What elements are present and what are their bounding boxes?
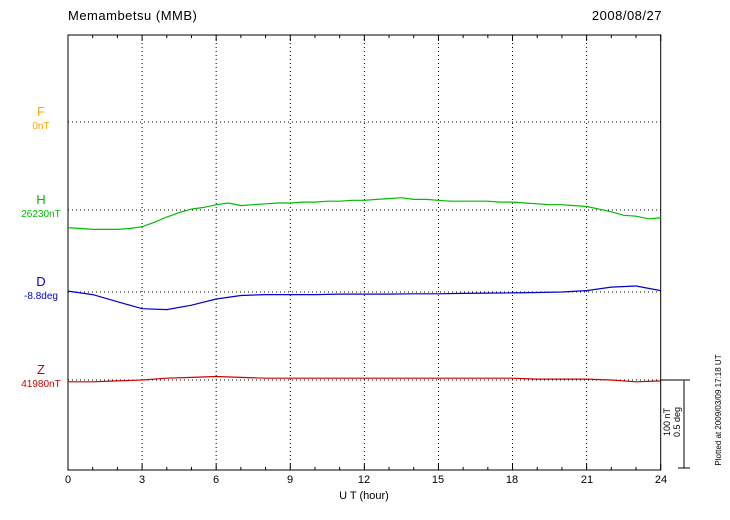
trace-d [67,285,661,311]
x-tick-label: 0 [64,474,72,486]
trace-z [68,375,661,383]
series-label-h: H 26230nT [10,192,72,222]
x-tick-label: 18 [505,474,519,486]
date-label: 2008/08/27 [591,8,662,23]
series-letter-f: F [37,104,45,119]
scalebar-label-nt: 100 nT [662,407,672,437]
series-baseline-z: 41980nT [21,379,61,390]
x-axis-title: U T (hour) [339,490,389,502]
x-tick-label: 24 [654,474,668,486]
plotted-at-label: Plotted at 2009/03/09 17:18 UT [714,354,723,466]
series-label-z: Z 41980nT [10,362,72,392]
series-label-f: F 0nT [10,104,72,134]
scalebar-label-deg: 0.5 deg [672,406,682,438]
series-baseline-h: 26230nT [21,209,61,220]
x-tick-label: 9 [286,474,294,486]
series-baseline-d: -8.8deg [24,291,58,302]
x-tick-label: 21 [580,474,594,486]
series-label-d: D -8.8deg [10,274,72,304]
series-letter-h: H [36,192,46,207]
series-letter-z: Z [37,362,45,377]
page-title: Memambetsu (MMB) [68,8,198,23]
x-tick-label: 6 [212,474,220,486]
x-tick-label: 15 [431,474,445,486]
x-tick-label: 12 [357,474,371,486]
series-letter-d: D [36,274,46,289]
trace-h [67,197,661,230]
scalebar-labels: 100 nT 0.5 deg [662,399,682,445]
x-tick-label: 3 [138,474,146,486]
series-baseline-f: 0nT [32,121,50,132]
